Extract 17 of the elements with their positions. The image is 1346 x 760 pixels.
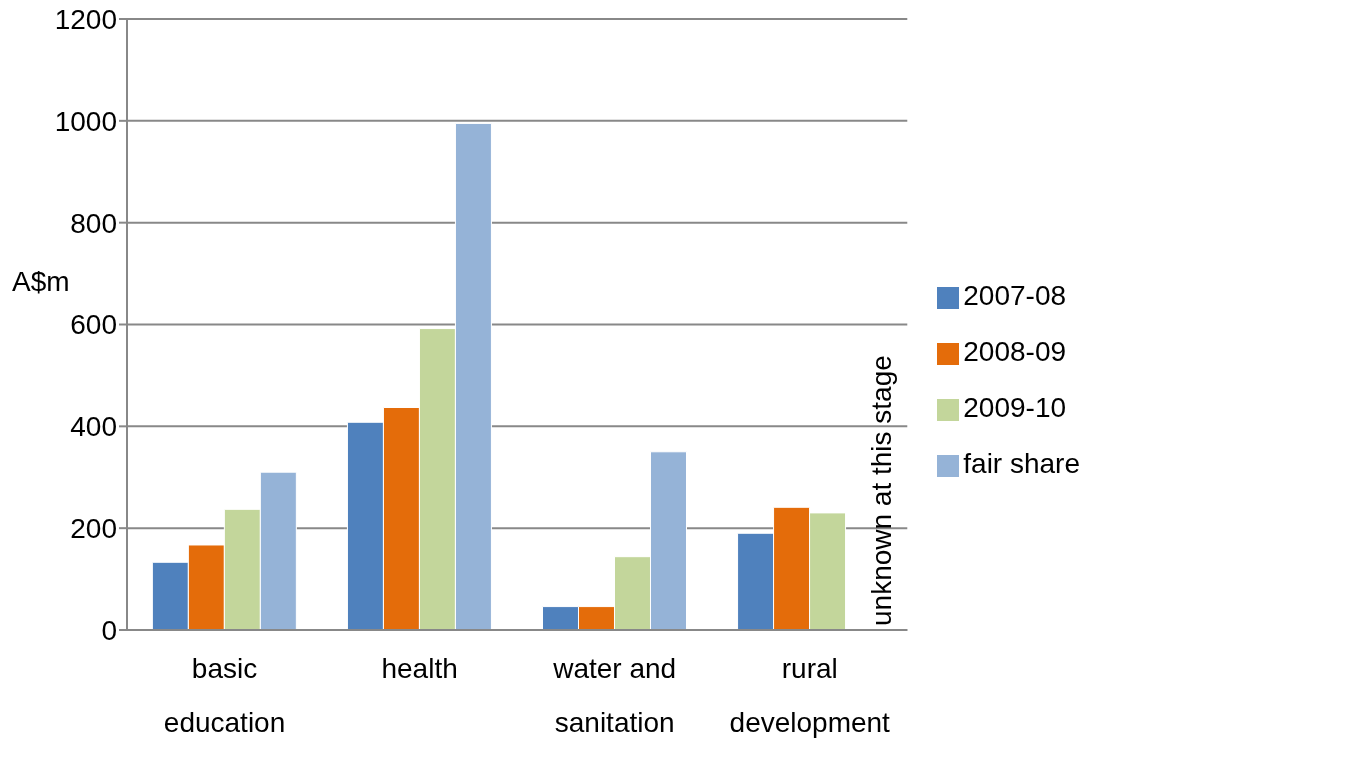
- legend-label: fair share: [963, 448, 1080, 479]
- legend-label: 2008-09: [963, 336, 1067, 367]
- y-tick-label: 0: [101, 614, 117, 646]
- y-tick-label: 600: [70, 309, 117, 341]
- legend-label: 2007-08: [963, 280, 1067, 311]
- y-tick-label: 200: [70, 513, 117, 545]
- y-tick-label: 1000: [54, 105, 117, 137]
- annotation: unknown at this stage: [866, 355, 898, 626]
- y-tick-label: 800: [70, 207, 117, 239]
- y-axis-title: A$m: [12, 266, 70, 298]
- x-tick-label: water and sanitation: [552, 653, 677, 738]
- y-tick-label: 1200: [54, 3, 117, 35]
- x-tick-label: rural development: [729, 653, 891, 738]
- x-tick-label: health: [381, 653, 458, 684]
- y-tick-label: 400: [70, 411, 117, 443]
- legend-label: 2009-10: [963, 392, 1067, 423]
- x-tick-label: basic education: [163, 653, 286, 738]
